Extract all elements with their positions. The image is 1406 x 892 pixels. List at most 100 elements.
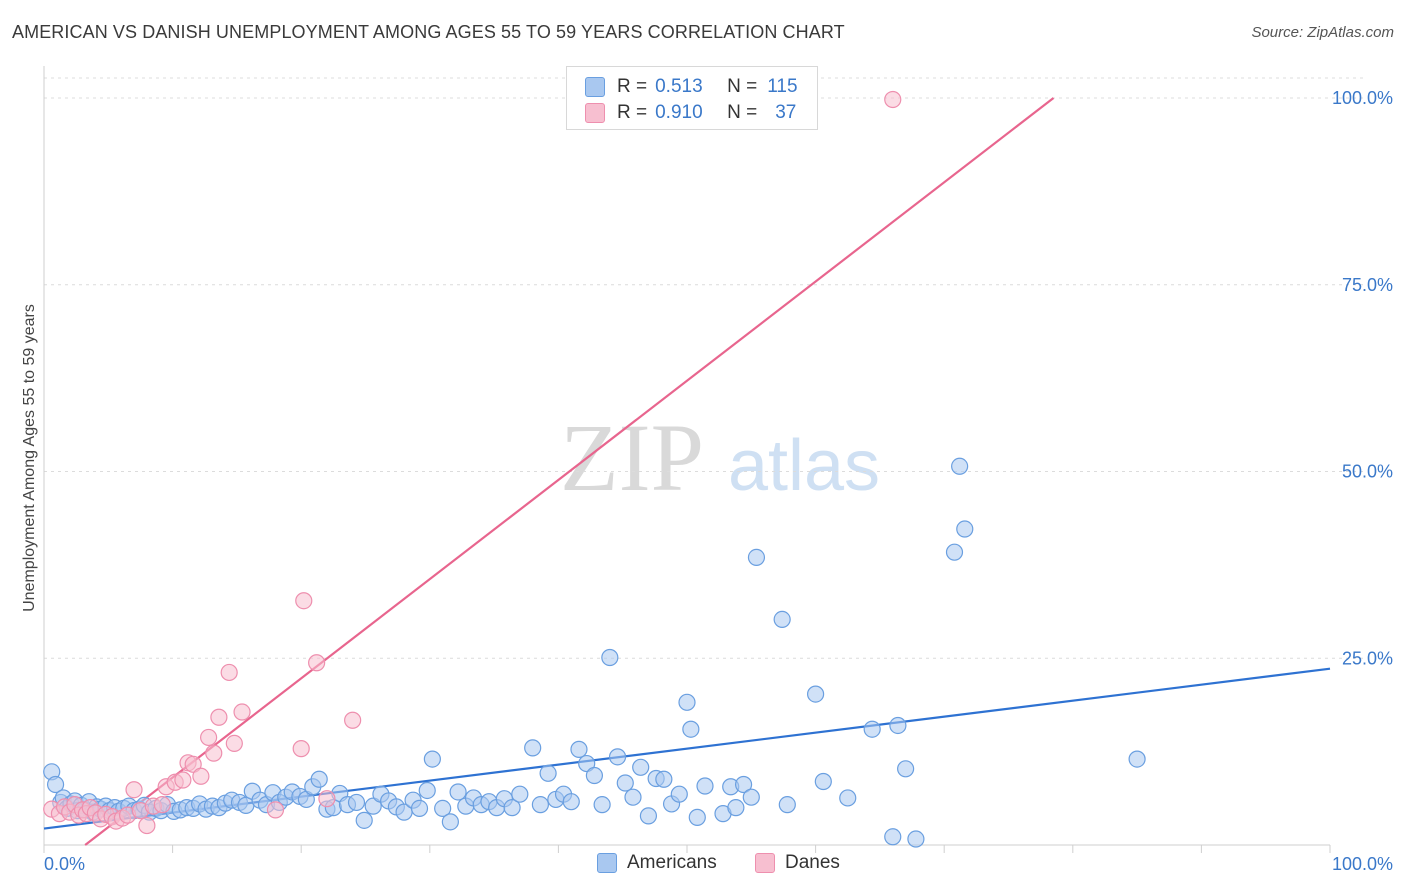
- point-americans: [347, 793, 366, 812]
- y-tick-label: 100.0%: [1332, 88, 1393, 108]
- point-danes: [192, 767, 210, 785]
- point-americans: [897, 760, 915, 778]
- point-americans: [524, 739, 542, 757]
- point-americans: [593, 796, 611, 814]
- point-danes: [266, 801, 285, 819]
- point-americans: [863, 720, 881, 738]
- point-americans: [655, 770, 673, 788]
- legend-row-americans: R = 0.513 N = 115: [585, 75, 798, 99]
- point-americans: [688, 808, 706, 826]
- point-americans: [678, 693, 696, 711]
- legend-label-americans: Americans: [627, 852, 717, 873]
- legend-item-americans[interactable]: Americans: [597, 852, 717, 874]
- point-americans: [945, 543, 964, 561]
- point-americans: [418, 781, 436, 800]
- point-americans: [531, 796, 549, 814]
- point-danes: [125, 781, 143, 799]
- point-americans: [511, 785, 529, 803]
- point-americans: [884, 828, 902, 846]
- point-danes: [292, 740, 310, 758]
- point-americans: [742, 788, 760, 806]
- point-americans: [441, 813, 459, 831]
- point-americans: [355, 811, 373, 829]
- point-americans: [608, 748, 627, 766]
- legend-swatch-americans: [597, 853, 617, 873]
- source-label: Source: ZipAtlas.com: [1251, 24, 1394, 41]
- legend-label-danes: Danes: [785, 852, 840, 873]
- x-tick-label: 100.0%: [1332, 854, 1393, 874]
- x-tick-label: 0.0%: [44, 854, 85, 874]
- point-americans: [889, 716, 907, 735]
- stats-legend: R = 0.513 N = 115 R = 0.910 N = 37: [566, 66, 818, 130]
- point-danes: [210, 708, 228, 726]
- legend-danes-n: 37: [775, 102, 797, 123]
- point-danes: [344, 711, 362, 729]
- point-americans: [503, 799, 521, 817]
- point-americans: [601, 648, 619, 667]
- series-legend: Americans Danes: [0, 852, 1406, 876]
- point-americans: [747, 548, 766, 567]
- point-danes: [318, 790, 336, 808]
- point-americans: [410, 799, 429, 817]
- point-danes: [308, 654, 326, 672]
- point-americans: [632, 758, 650, 776]
- point-danes: [295, 592, 313, 610]
- point-americans: [585, 766, 604, 785]
- point-americans: [778, 796, 796, 814]
- point-danes: [138, 816, 156, 835]
- point-americans: [696, 777, 714, 795]
- point-americans: [539, 764, 557, 782]
- point-danes: [200, 728, 218, 747]
- point-americans: [46, 775, 65, 794]
- legend-item-danes[interactable]: Danes: [755, 852, 840, 874]
- legend-swatch-danes: [755, 853, 775, 873]
- watermark-zip: ZIP: [560, 404, 704, 511]
- legend-danes-r: 0.910: [655, 102, 703, 123]
- y-tick-label: 50.0%: [1342, 462, 1393, 482]
- point-americans: [773, 610, 791, 629]
- point-americans: [839, 789, 857, 807]
- point-americans: [670, 785, 688, 803]
- y-tick-label: 25.0%: [1342, 648, 1393, 668]
- point-americans: [570, 740, 588, 758]
- point-americans: [423, 750, 441, 768]
- point-danes: [225, 734, 243, 753]
- legend-n-label: N =: [727, 102, 758, 123]
- point-danes: [205, 744, 223, 762]
- point-americans: [578, 754, 596, 773]
- y-tick-label: 75.0%: [1342, 275, 1393, 295]
- legend-n-label: N =: [727, 76, 758, 97]
- point-americans: [364, 797, 382, 815]
- point-danes: [174, 771, 192, 789]
- point-americans: [310, 770, 328, 788]
- point-americans: [956, 520, 974, 538]
- point-danes: [884, 90, 902, 109]
- legend-swatch-danes: [585, 103, 605, 123]
- point-americans: [562, 793, 580, 811]
- point-americans: [639, 807, 658, 825]
- point-americans: [449, 783, 467, 801]
- point-danes: [233, 703, 251, 721]
- point-americans: [951, 457, 969, 475]
- point-danes: [184, 755, 202, 773]
- trendline-danes: [84, 97, 1055, 846]
- point-americans: [806, 685, 825, 703]
- point-americans: [624, 788, 642, 806]
- watermark: ZIP atlas: [560, 404, 880, 511]
- legend-americans-n: 115: [767, 76, 798, 97]
- point-americans: [907, 830, 925, 848]
- legend-swatch-americans: [585, 77, 605, 97]
- point-americans: [1128, 750, 1146, 768]
- point-danes: [220, 663, 238, 682]
- point-americans: [814, 772, 832, 791]
- point-americans: [734, 775, 753, 794]
- chart-title: AMERICAN VS DANISH UNEMPLOYMENT AMONG AG…: [12, 22, 845, 42]
- point-danes: [153, 796, 171, 814]
- watermark-atlas: atlas: [728, 426, 880, 506]
- point-americans: [682, 720, 700, 738]
- legend-r-label: R =: [617, 102, 648, 123]
- point-americans: [616, 774, 634, 792]
- legend-americans-r: 0.513: [655, 76, 703, 97]
- legend-row-danes: R = 0.910 N = 37: [585, 101, 796, 125]
